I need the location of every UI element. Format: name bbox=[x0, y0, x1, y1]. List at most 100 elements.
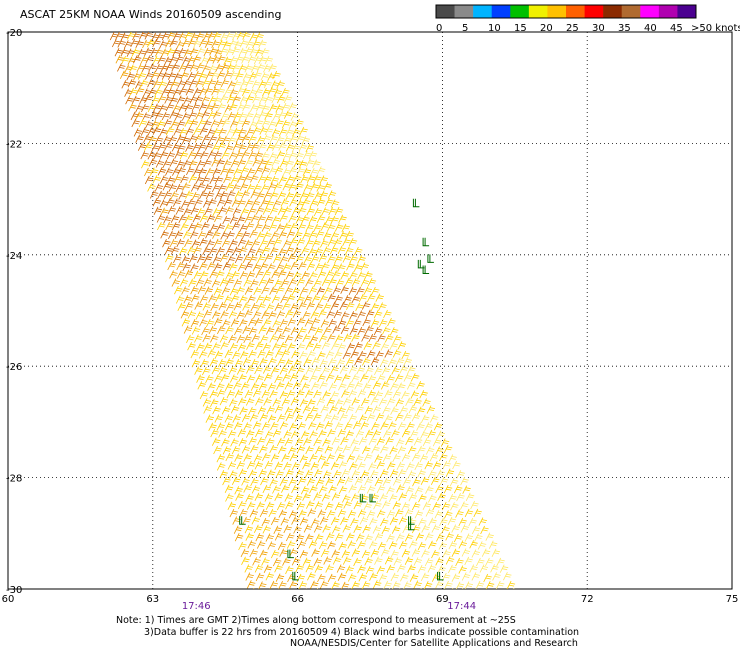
wind-barb bbox=[325, 270, 335, 279]
wind-barb bbox=[309, 271, 318, 280]
wind-barb bbox=[221, 319, 231, 328]
wind-barb bbox=[239, 295, 248, 304]
wind-barb bbox=[276, 285, 285, 295]
wind-barb bbox=[153, 103, 162, 112]
wind-barb bbox=[245, 199, 254, 208]
wind-barb bbox=[363, 341, 372, 350]
wind-barb bbox=[213, 79, 223, 89]
wind-barb bbox=[341, 468, 350, 478]
wind-barb bbox=[212, 230, 221, 239]
wind-barb bbox=[388, 541, 398, 550]
wind-barb bbox=[189, 78, 198, 88]
wind-barb bbox=[193, 39, 202, 48]
wind-barb bbox=[254, 317, 263, 327]
wind-barb bbox=[340, 325, 350, 335]
wind-barb bbox=[345, 230, 354, 240]
wind-barb bbox=[188, 110, 198, 120]
wind-barb bbox=[175, 54, 185, 64]
wind-barb bbox=[469, 564, 478, 573]
wind-barb bbox=[199, 38, 208, 48]
wind-barb bbox=[330, 231, 340, 240]
wind-barb bbox=[262, 342, 271, 352]
wind-barb bbox=[351, 445, 360, 455]
wind-barb bbox=[309, 199, 319, 208]
wind-barb bbox=[417, 541, 427, 551]
wind-barb bbox=[286, 294, 296, 303]
wind-barb bbox=[258, 55, 268, 64]
wind-barb bbox=[506, 580, 516, 589]
wind-barb bbox=[249, 32, 258, 42]
wind-barb bbox=[154, 111, 164, 120]
wind-barb bbox=[193, 126, 202, 136]
wind-barb bbox=[357, 271, 366, 280]
wind-barb bbox=[217, 54, 226, 64]
wind-barb bbox=[282, 182, 291, 191]
wind-barb bbox=[315, 229, 325, 239]
wind-barb bbox=[213, 150, 223, 160]
wind-barb bbox=[180, 222, 189, 231]
wind-barb bbox=[135, 104, 144, 113]
wind-barb bbox=[191, 294, 200, 303]
wind-barb bbox=[305, 143, 314, 153]
wind-barb bbox=[279, 159, 289, 168]
wind-barb bbox=[330, 301, 340, 310]
wind-barb bbox=[270, 421, 279, 431]
wind-barb bbox=[312, 342, 322, 352]
wind-barb bbox=[420, 476, 430, 485]
wind-barb bbox=[239, 508, 248, 518]
wind-barb bbox=[212, 406, 221, 415]
wind-barb bbox=[259, 126, 268, 135]
wind-barb bbox=[327, 428, 336, 438]
wind-barb bbox=[323, 182, 332, 191]
wind-barb bbox=[211, 87, 220, 96]
wind-barb bbox=[464, 508, 474, 518]
wind-barb bbox=[334, 223, 344, 232]
wind-barb bbox=[326, 509, 336, 519]
wind-barb bbox=[367, 374, 377, 383]
wind-barbs bbox=[109, 32, 516, 589]
colorbar-swatch bbox=[473, 5, 493, 18]
wind-barb bbox=[314, 262, 324, 272]
wind-barb bbox=[315, 422, 325, 431]
wind-barb bbox=[264, 159, 273, 169]
wind-barb bbox=[272, 70, 281, 80]
wind-barb bbox=[187, 38, 197, 48]
wind-barb bbox=[328, 382, 338, 392]
wind-barb bbox=[331, 436, 341, 446]
wind-barb bbox=[440, 438, 450, 447]
wind-barb bbox=[256, 135, 265, 145]
wind-barb bbox=[151, 95, 160, 105]
wind-barb bbox=[295, 254, 304, 264]
wind-barb bbox=[157, 142, 167, 152]
wind-barb bbox=[374, 454, 383, 463]
wind-barb bbox=[178, 63, 187, 73]
wind-barb bbox=[221, 150, 230, 160]
wind-barb bbox=[212, 167, 222, 176]
wind-barb bbox=[216, 158, 225, 167]
wind-barb bbox=[226, 277, 235, 287]
wind-barb bbox=[302, 557, 312, 566]
wind-barb bbox=[240, 207, 250, 216]
wind-barb bbox=[309, 405, 319, 415]
wind-barb bbox=[259, 334, 269, 344]
wind-barb bbox=[421, 524, 430, 533]
wind-barb bbox=[374, 477, 384, 487]
wind-barb bbox=[234, 190, 244, 199]
wind-barb bbox=[220, 310, 229, 319]
wind-barb bbox=[254, 365, 263, 375]
wind-barb bbox=[225, 271, 234, 280]
wind-barb bbox=[278, 175, 288, 184]
wind-barb bbox=[278, 127, 288, 137]
wind-barb bbox=[206, 214, 216, 223]
wind-barb bbox=[191, 326, 201, 335]
wind-barb bbox=[246, 429, 255, 438]
wind-barb bbox=[299, 350, 308, 360]
wind-barb bbox=[184, 301, 194, 311]
wind-barb bbox=[195, 311, 205, 320]
wind-barb bbox=[331, 581, 340, 589]
wind-barb bbox=[248, 206, 257, 216]
wind-barb bbox=[363, 286, 373, 295]
wind-barb bbox=[291, 516, 300, 525]
wind-barb bbox=[221, 286, 231, 295]
wind-barb bbox=[199, 190, 208, 199]
